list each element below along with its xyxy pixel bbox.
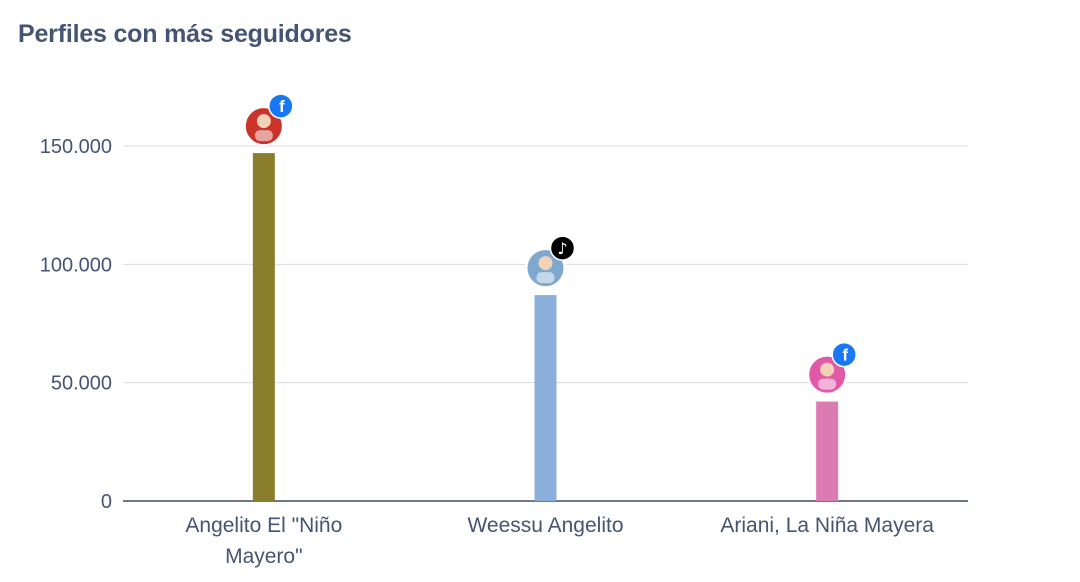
chart-title: Perfiles con más seguidores xyxy=(18,20,352,48)
tiktok-glyph: ♪ xyxy=(557,239,567,258)
x-tick-label-line: Weessu Angelito xyxy=(467,514,623,537)
x-tick-label: Angelito El "Niño Mayero" xyxy=(185,514,342,568)
avatar-body xyxy=(254,130,273,142)
y-tick-label: 50.000 xyxy=(51,373,112,395)
facebook-glyph: f xyxy=(279,97,285,116)
x-tick-label: Ariani, La Niña Mayera xyxy=(720,514,934,537)
avatar-face xyxy=(256,114,271,129)
y-tick-label: 150.000 xyxy=(40,136,112,158)
y-tick-label: 0 xyxy=(101,491,112,513)
avatar-body xyxy=(818,378,837,390)
x-tick-label-line: Angelito El "Niño xyxy=(185,514,342,537)
tiktok-icon xyxy=(549,235,576,261)
facebook-glyph: f xyxy=(842,346,848,365)
avatar-face xyxy=(538,256,553,271)
bar[interactable] xyxy=(534,295,557,501)
x-tick-label-line: Ariani, La Niña Mayera xyxy=(720,514,934,537)
bar[interactable] xyxy=(816,401,839,501)
avatar-body xyxy=(536,272,555,284)
y-tick-label: 100.000 xyxy=(40,254,112,276)
bar[interactable] xyxy=(252,153,275,501)
x-tick-label: Weessu Angelito xyxy=(467,514,623,537)
x-tick-label-line: Mayero" xyxy=(225,545,302,568)
avatar-face xyxy=(820,362,835,377)
facebook-icon xyxy=(831,341,857,368)
facebook-icon xyxy=(268,93,294,119)
